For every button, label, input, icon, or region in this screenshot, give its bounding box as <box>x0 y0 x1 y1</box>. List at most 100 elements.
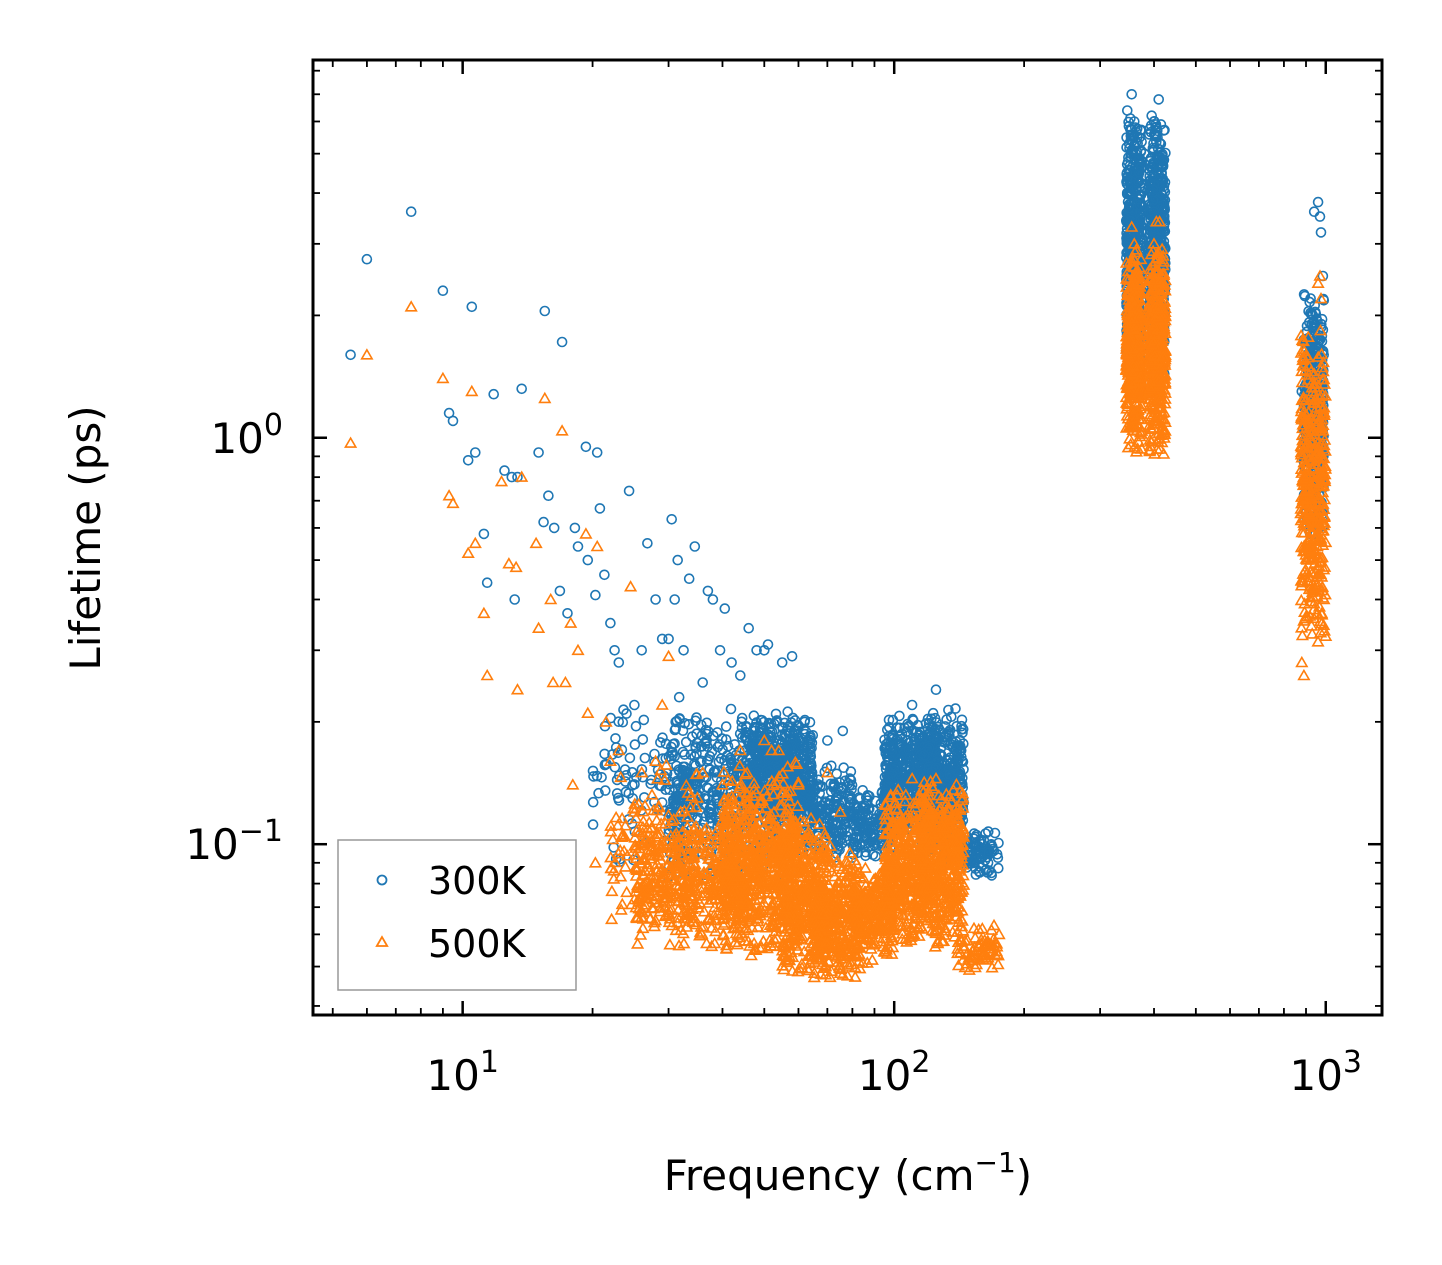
300k-point <box>637 734 649 745</box>
300k-point <box>830 786 842 797</box>
300k-point <box>704 763 715 775</box>
300k-point <box>726 657 737 668</box>
300k-point <box>706 746 718 758</box>
300k-point <box>594 503 606 514</box>
300k-point <box>729 739 741 750</box>
300k-point <box>740 720 752 732</box>
500k-point <box>663 938 677 950</box>
300k-point <box>803 771 815 783</box>
300k-point <box>804 716 816 728</box>
300k-point <box>626 766 638 778</box>
300k-point <box>462 454 474 466</box>
300k-point <box>711 727 723 738</box>
300k-point <box>447 415 459 427</box>
300k-point <box>825 760 837 772</box>
300k-point <box>831 768 843 780</box>
300k-point <box>771 715 783 726</box>
300k-point <box>499 465 510 476</box>
500k-point <box>605 912 619 925</box>
300k-point <box>488 388 500 400</box>
300k-point <box>711 772 723 783</box>
300k-point <box>691 728 702 740</box>
300k-point <box>645 774 657 786</box>
300k-point <box>677 725 689 737</box>
300k-point <box>725 703 737 715</box>
300k-point <box>689 541 701 552</box>
300k-point <box>1308 206 1320 217</box>
300k-point <box>751 758 763 770</box>
300k-point <box>681 774 693 785</box>
300k-point <box>361 253 373 265</box>
300k-point <box>587 819 599 830</box>
300k-point <box>744 736 755 748</box>
300k-point <box>605 617 616 629</box>
300k-point <box>744 757 756 769</box>
300k-point <box>785 717 797 728</box>
300k-point <box>720 734 732 745</box>
300k-point <box>1146 110 1157 121</box>
500k-point <box>634 928 648 940</box>
300k-point <box>804 736 816 748</box>
300k-point <box>481 577 493 589</box>
300k-point <box>562 607 573 619</box>
300k-point <box>629 739 641 750</box>
300k-point <box>599 748 610 760</box>
300k-point <box>689 758 700 770</box>
300k-point <box>711 789 723 801</box>
300k-point <box>701 782 713 793</box>
300k-point <box>798 745 810 756</box>
300k-point <box>766 726 778 738</box>
300k-point <box>736 712 748 724</box>
300k-point <box>720 721 732 732</box>
300k-point <box>582 554 594 566</box>
300k-point <box>587 796 599 808</box>
300k-point <box>664 784 675 796</box>
300k-point <box>663 633 674 645</box>
300k-point <box>906 699 918 711</box>
500k-point <box>605 884 619 897</box>
300k-point <box>702 585 714 597</box>
300k-point <box>1126 89 1137 100</box>
300k-point <box>669 724 681 736</box>
300k-point <box>734 670 746 681</box>
300k-point <box>774 734 786 746</box>
300k-point <box>763 766 774 778</box>
300k-point <box>1314 211 1326 222</box>
300k-point <box>776 657 788 668</box>
300k-point <box>700 811 711 822</box>
300k-point <box>624 752 636 764</box>
300k-point <box>630 720 642 732</box>
300k-point <box>834 777 846 788</box>
300k-point <box>587 765 599 777</box>
300k-point <box>572 541 584 552</box>
300k-point <box>599 569 610 581</box>
300k-point <box>787 712 799 724</box>
300k-point <box>516 383 528 395</box>
300k-point <box>691 748 702 759</box>
300k-point <box>556 336 568 348</box>
300k-point <box>748 710 760 722</box>
300k-point <box>678 644 689 656</box>
300k-point <box>1312 196 1324 208</box>
300k-point <box>437 285 449 297</box>
300k-point <box>701 728 713 740</box>
300k-point <box>782 706 794 718</box>
300k-point <box>700 738 711 750</box>
300k-point <box>756 732 768 744</box>
300k-point <box>612 792 624 804</box>
300k-point <box>702 793 714 805</box>
300k-point <box>784 728 795 739</box>
300k-point <box>665 741 677 753</box>
300k-point <box>673 691 685 703</box>
300k-point <box>756 714 768 726</box>
300k-point <box>538 516 549 528</box>
300k-point <box>466 301 478 313</box>
300k-point <box>666 513 678 525</box>
300k-point <box>743 622 755 634</box>
300k-point <box>613 770 625 782</box>
300k-point <box>816 781 828 792</box>
300k-point <box>713 756 725 768</box>
300k-point <box>543 490 554 502</box>
300k-point <box>590 589 601 601</box>
